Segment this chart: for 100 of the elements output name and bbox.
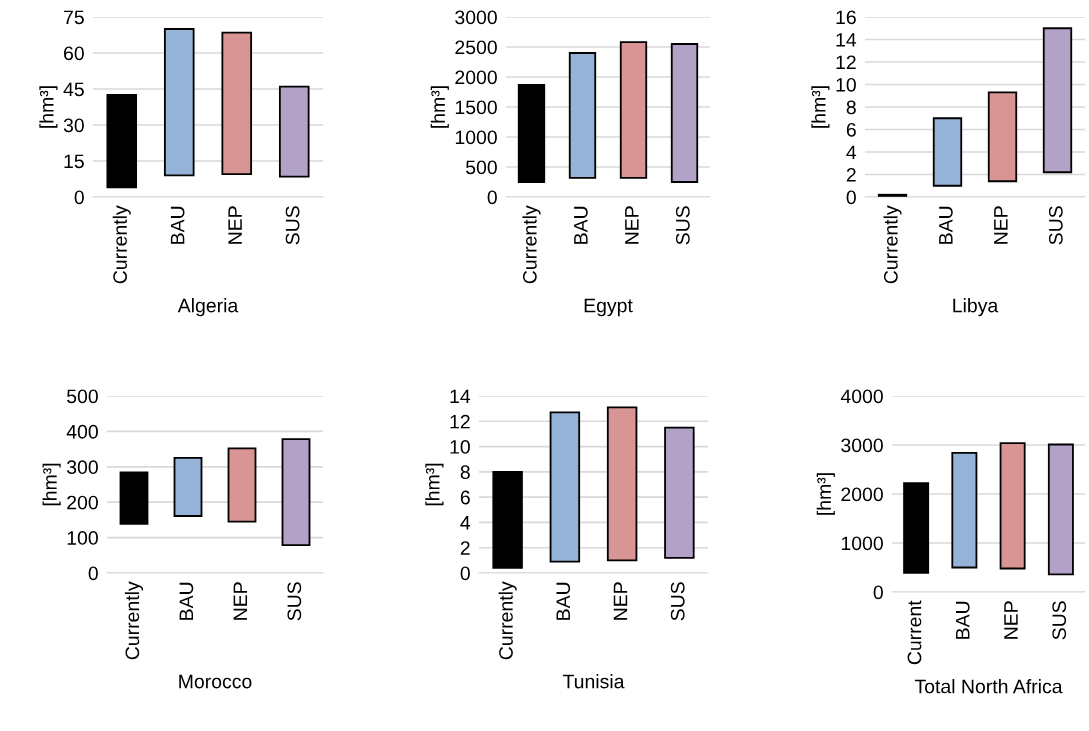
x-axis-title: Morocco: [179, 674, 252, 689]
y-tick-label: 60: [64, 46, 84, 61]
y-tick-label: 3000: [841, 438, 883, 453]
y-tick-label: 30: [63, 118, 84, 133]
y-tick-label: 10: [836, 77, 856, 92]
y-tick-label: 300: [66, 460, 98, 475]
bar: [278, 85, 310, 178]
y-tick-label: 2000: [455, 70, 497, 85]
x-tick-label: SUS: [287, 582, 302, 621]
y-tick-label: 0: [873, 585, 883, 600]
y-tick-label: 500: [67, 389, 98, 404]
y-tick-label: 1500: [455, 100, 497, 115]
bar: [119, 471, 149, 525]
y-tick-label: 45: [63, 82, 84, 97]
y-tick-label: 10: [450, 440, 470, 454]
y-tick-label: 6: [460, 490, 470, 505]
y-tick-label: 14: [836, 33, 857, 47]
x-tick-label: BAU: [956, 601, 970, 639]
x-tick-label: BAU: [170, 206, 185, 244]
y-tick-label: 4: [846, 145, 857, 160]
y-axis-title: [hm³]: [430, 86, 449, 128]
bar: [987, 91, 1018, 183]
y-axis-title: [hm³]: [42, 463, 61, 506]
x-tick-label: BAU: [574, 206, 588, 244]
bar: [492, 470, 523, 569]
y-tick-label: 1000: [841, 536, 883, 551]
x-tick-label: NEP: [228, 206, 242, 244]
x-tick-label: BAU: [179, 582, 194, 620]
y-tick-label: 0: [487, 190, 497, 205]
bar: [517, 83, 546, 183]
y-tick-label: 1000: [455, 130, 497, 145]
y-tick-label: 8: [846, 100, 856, 115]
y-tick-label: 100: [67, 531, 98, 545]
x-tick-label: NEP: [625, 206, 639, 244]
x-tick-label: NEP: [994, 206, 1008, 244]
bar: [568, 52, 597, 179]
x-tick-label: SUS: [675, 206, 690, 245]
bar: [932, 117, 963, 187]
y-tick-label: 16: [836, 10, 856, 25]
bar: [221, 31, 253, 176]
x-tick-label: SUS: [285, 206, 300, 245]
y-tick-label: 4000: [840, 389, 883, 404]
x-tick-label: NEP: [613, 582, 628, 620]
x-tick-label: Currently: [883, 205, 902, 284]
x-tick-label: Current: [907, 600, 922, 665]
y-tick-label: 12: [450, 414, 470, 429]
y-tick-label: 0: [846, 190, 856, 205]
y-tick-label: 14: [450, 389, 471, 404]
x-axis-title: Tunisia: [562, 674, 625, 689]
y-tick-label: 2: [846, 167, 856, 182]
bar: [951, 451, 978, 569]
y-tick-label: 2500: [455, 40, 497, 55]
y-tick-label: 4: [460, 516, 471, 530]
bar: [606, 406, 638, 562]
y-tick-label: 3000: [455, 10, 497, 25]
bar: [281, 438, 311, 546]
x-tick-label: Currently: [124, 581, 144, 660]
x-tick-label: Currently: [522, 205, 541, 284]
x-tick-label: SUS: [670, 582, 685, 621]
y-tick-label: 6: [846, 122, 856, 137]
x-tick-label: NEP: [233, 582, 248, 620]
x-tick-label: Currently: [112, 205, 131, 284]
bar: [1042, 27, 1073, 174]
bar: [549, 411, 581, 563]
y-axis-title: [hm³]: [425, 463, 444, 506]
y-tick-label: 0: [74, 190, 84, 205]
x-tick-label: BAU: [939, 206, 953, 244]
bar: [670, 43, 699, 183]
bar: [163, 28, 195, 177]
x-axis-title: Egypt: [584, 298, 633, 317]
bar: [664, 426, 695, 559]
x-axis-title: Total North Africa: [914, 679, 1063, 694]
bar: [173, 457, 203, 517]
y-tick-label: 0: [88, 566, 98, 581]
x-axis-title: Libya: [953, 298, 999, 317]
bar: [1047, 443, 1074, 576]
y-tick-label: 400: [66, 424, 98, 439]
y-axis-title: [hm³]: [816, 473, 835, 515]
y-tick-label: 2: [460, 541, 470, 555]
x-tick-label: BAU: [556, 582, 571, 620]
bar: [227, 447, 257, 523]
y-tick-label: 500: [466, 160, 497, 175]
bar: [999, 442, 1026, 570]
y-tick-label: 75: [64, 10, 84, 25]
y-tick-label: 200: [67, 495, 98, 510]
bar: [903, 482, 930, 574]
x-tick-label: SUS: [1052, 601, 1067, 640]
bar: [106, 94, 138, 189]
y-tick-label: 8: [460, 465, 470, 480]
bar: [619, 41, 648, 179]
y-axis-title: [hm³]: [811, 86, 830, 128]
y-axis-title: [hm³]: [39, 86, 58, 128]
y-tick-label: 12: [836, 55, 856, 70]
x-axis-title: Algeria: [177, 298, 239, 317]
y-tick-label: 0: [460, 566, 470, 581]
x-tick-label: NEP: [1004, 601, 1018, 639]
y-tick-label: 15: [64, 154, 84, 169]
y-tick-label: 2000: [841, 487, 883, 502]
x-tick-label: Currently: [498, 581, 517, 660]
x-tick-label: SUS: [1048, 206, 1063, 245]
